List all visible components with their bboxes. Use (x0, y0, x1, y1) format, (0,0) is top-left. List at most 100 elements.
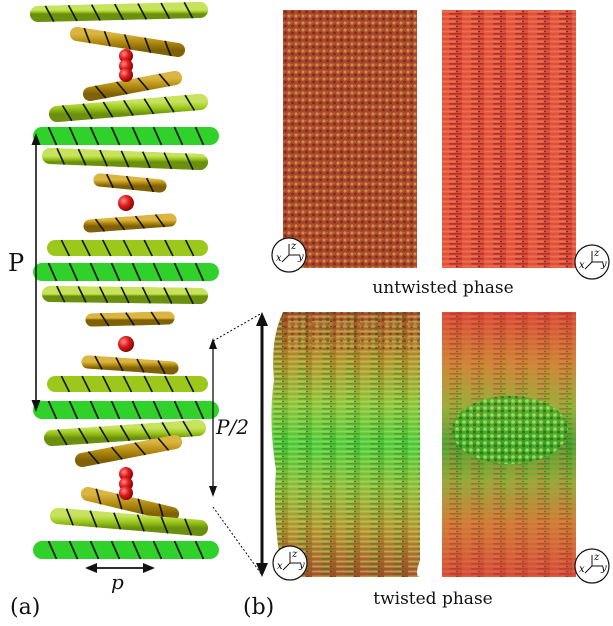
rod-helix-stripe (152, 540, 163, 560)
rod-helix-stripe (98, 426, 110, 443)
rod (75, 435, 182, 467)
rod-helix-stripe (68, 126, 79, 146)
rod-helix-stripe (164, 96, 175, 113)
twisted-caption: twisted phase (373, 589, 492, 609)
rod-helix-stripe (144, 37, 152, 54)
rod-helix-stripe (110, 262, 121, 282)
rod-helix-stripe (68, 540, 79, 560)
rod-helix-stripe (123, 99, 134, 117)
rod-helix-stripe (114, 3, 124, 21)
rod-helix-stripe (110, 400, 121, 420)
rod-helix-stripe (68, 262, 79, 282)
twisted-snapshot-side (271, 312, 420, 577)
axes-inset-untwisted-right: zy x (574, 244, 610, 280)
panel-a-rods (30, 2, 219, 560)
rod-helix-stripe (137, 498, 144, 515)
rod-helix-stripe (56, 285, 66, 303)
rod-helix-stripe (123, 34, 132, 50)
rod-helix-stripe (184, 153, 194, 171)
rod-helix-stripe (134, 442, 146, 456)
axis-label: x (579, 260, 585, 271)
rod-helix-stripe (47, 400, 58, 420)
untwisted-snapshot-front (442, 10, 576, 268)
rod-helix-stripe (164, 40, 172, 57)
rod-helix-stripe (141, 286, 152, 304)
rod (50, 508, 208, 536)
rod-helix-stripe (98, 286, 109, 304)
rod-helix-stripe (89, 400, 100, 420)
rod-helix-stripe (136, 358, 145, 373)
rod-helix-stripe (60, 375, 71, 393)
rod-helix-stripe (102, 375, 112, 393)
rod (81, 487, 179, 521)
rod-helix-stripe (140, 423, 152, 440)
rod-helix-stripe (83, 27, 91, 44)
rod-helix-stripe (120, 286, 130, 304)
rod-helix-stripe (65, 508, 74, 526)
rod-helix-stripe (142, 151, 151, 169)
rod-helix-stripe (160, 516, 169, 534)
twisted-snapshot-front (442, 312, 576, 577)
rod-helix-stripe (99, 149, 108, 167)
rod-helix-stripe (157, 360, 166, 375)
rod-helix-stripe (194, 126, 205, 146)
rod-helix-stripe (95, 488, 102, 505)
half-pitch-label: P/2 (215, 415, 249, 439)
axis-label: y (298, 560, 305, 571)
rod-helix-stripe (137, 77, 149, 91)
helix-pitch-arrow (85, 563, 155, 573)
rod-helix-stripe (114, 217, 126, 231)
panel-a-red-particles (118, 49, 134, 500)
rod-helix-stripe (131, 262, 142, 282)
axis-label: z (290, 241, 297, 252)
helix-pitch-label: p (111, 570, 124, 594)
rod-helix-stripe (102, 239, 112, 257)
rod-helix-stripe (163, 287, 173, 304)
rod-helix-stripe (111, 446, 123, 460)
rod-helix-stripe (154, 214, 166, 228)
rod-helix-stripe (47, 126, 58, 146)
half-pitch-arrows (209, 312, 268, 577)
rod-helix-stripe (77, 286, 87, 303)
rod-helix-stripe (47, 540, 58, 560)
axis-line (281, 254, 290, 263)
rod-helix-stripe (44, 5, 55, 22)
rod-helix-stripe (122, 239, 133, 257)
rod-helix-stripe (158, 73, 171, 87)
rod-helix-stripe (145, 177, 155, 193)
axes-inset-untwisted-left: zy x (271, 237, 307, 273)
rod-helix-stripe (194, 400, 205, 420)
rod-helix-stripe (164, 375, 174, 393)
axis-label: y (600, 259, 607, 270)
rod-helix-stripe (157, 437, 170, 451)
rod-helix-stripe (99, 312, 110, 327)
rod-helix-stripe (173, 400, 184, 420)
axis-label: x (276, 253, 282, 264)
rod-helix-stripe (110, 126, 121, 146)
rod (83, 213, 177, 233)
axis-line (584, 565, 593, 574)
rod-helix-stripe (160, 2, 171, 20)
rod-helix-stripe (143, 375, 153, 393)
rod-helix-stripe (113, 512, 122, 530)
rod-helix-stripe (89, 262, 100, 282)
rod-helix-stripe (152, 262, 163, 282)
rod-helix-stripe (131, 540, 142, 560)
axis-line (282, 562, 291, 571)
rod-helix-stripe (194, 540, 205, 560)
rod-helix-stripe (125, 175, 135, 191)
rod-helix-stripe (103, 30, 111, 47)
rod-helix-stripe (94, 355, 103, 370)
axis-label: z (593, 552, 600, 563)
axis-label: z (593, 248, 600, 259)
rod-helix-stripe (173, 540, 184, 560)
rod-helix-stripe (81, 375, 91, 393)
rod-helix-stripe (116, 81, 128, 95)
rod-helix-stripe (90, 4, 101, 21)
rod-helix-stripe (131, 126, 142, 146)
rod-helix-stripe (110, 540, 121, 560)
rod (81, 355, 179, 375)
rod-helix-stripe (183, 2, 194, 19)
rod-helix-stripe (82, 103, 93, 120)
